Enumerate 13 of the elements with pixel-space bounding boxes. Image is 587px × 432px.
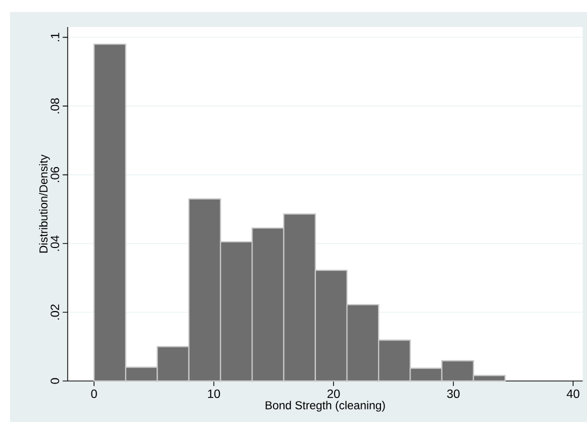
x-tick-label: 30	[447, 390, 460, 398]
y-tick-label: .04	[50, 236, 60, 251]
y-tick-label: .08	[50, 98, 60, 114]
y-tick-label: .1	[50, 32, 60, 42]
y-tick-label: .06	[50, 166, 60, 182]
x-axis-title: Bond Stregth (cleaning)	[266, 400, 385, 412]
x-tick-label: 40	[566, 390, 580, 398]
x-tick-label: 0	[91, 390, 97, 398]
y-tick-label: .02	[50, 304, 60, 320]
y-axis-title: Distribution/Density	[39, 154, 50, 253]
y-tick-label: 0	[50, 378, 60, 384]
x-tick-label: 20	[328, 390, 340, 398]
x-tick-label: 10	[208, 390, 220, 398]
